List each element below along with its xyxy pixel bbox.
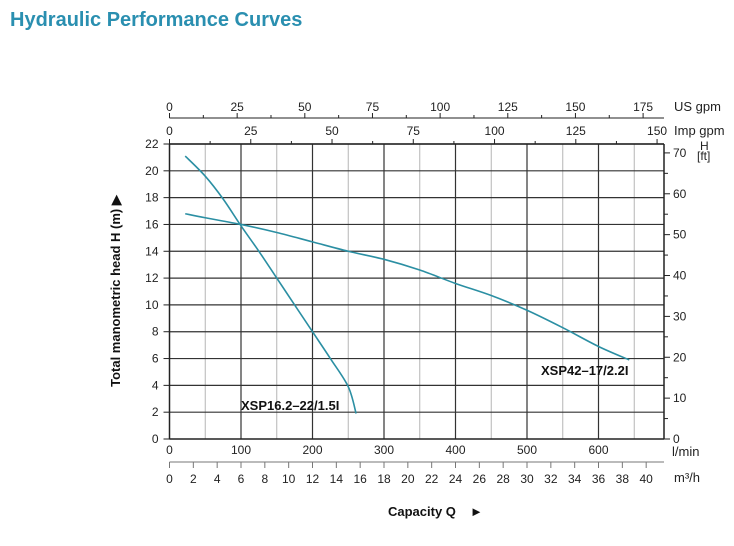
usgpm-tick-label: 150 [565,100,585,114]
y-tick-label: 12 [145,271,159,285]
curve-label-xsp16: XSP16.2–22/1.5I [241,398,339,413]
impgpm-tick-label: 100 [485,124,505,138]
x-axis-title: Capacity Q [388,504,456,519]
y-tick-label: 4 [152,378,159,392]
m3h-tick-label: 20 [401,472,415,486]
m3h-tick-label: 34 [568,472,582,486]
m3h-tick-label: 30 [520,472,534,486]
y-tick-label: 18 [145,191,159,205]
axes [163,113,670,468]
x-unit-label: l/min [672,444,699,459]
impgpm-tick-label: 125 [566,124,586,138]
m3h-tick-label: 18 [377,472,391,486]
usgpm-tick-label: 125 [498,100,518,114]
m3h-tick-label: 2 [190,472,197,486]
m3h-tick-label: 32 [544,472,558,486]
m3h-tick-label: 24 [449,472,463,486]
usgpm-tick-label: 100 [430,100,450,114]
x-tick-label: 0 [166,443,173,457]
ft-unit-label: [ft] [697,149,710,163]
impgpm-unit-label: Imp gpm [674,123,725,138]
curves [184,155,630,414]
m3h-tick-label: 38 [616,472,630,486]
usgpm-unit-label: US gpm [674,99,721,114]
x-tick-label: 100 [231,443,251,457]
ft-tick-label: 70 [673,146,687,160]
impgpm-tick-label: 150 [647,124,667,138]
m3h-tick-label: 12 [306,472,320,486]
x-tick-label: 200 [302,443,322,457]
m3h-tick-label: 8 [261,472,268,486]
y-tick-label: 10 [145,298,159,312]
m3h-tick-label: 22 [425,472,439,486]
y-tick-label: 14 [145,244,159,258]
m3h-tick-label: 6 [238,472,245,486]
m3h-tick-label: 16 [353,472,367,486]
curve-xsp16-2-22-1-5i [184,155,357,414]
usgpm-tick-label: 50 [298,100,312,114]
usgpm-tick-label: 75 [366,100,380,114]
ft-tick-label: 10 [673,391,687,405]
impgpm-tick-label: 75 [407,124,421,138]
curve-xsp42-17-2-2i [185,212,630,361]
m3h-tick-label: 14 [330,472,344,486]
grid [169,143,664,439]
m3h-tick-label: 40 [639,472,653,486]
ft-tick-label: 20 [673,350,687,364]
m3h-tick-label: 26 [473,472,487,486]
impgpm-tick-label: 25 [244,124,258,138]
ft-tick-label: 40 [673,269,687,283]
ft-unit-label: H [700,139,709,153]
x-tick-label: 500 [517,443,537,457]
curve-label-xsp42: XSP42–17/2.2I [541,363,628,378]
impgpm-tick-label: 0 [166,124,173,138]
m3h-tick-label: 36 [592,472,606,486]
m3h-tick-label: 0 [166,472,173,486]
impgpm-tick-label: 50 [325,124,339,138]
y-tick-label: 16 [145,217,159,231]
y-tick-label: 22 [145,137,159,151]
m3h-tick-label: 10 [282,472,296,486]
y-axis-title: Total manometric head H (m) ▶ [108,194,123,387]
m3h-unit-label: m³/h [674,470,700,485]
y-tick-label: 0 [152,432,159,446]
y-tick-label: 2 [152,405,159,419]
y-tick-label: 6 [152,352,159,366]
page-title: Hydraulic Performance Curves [10,9,303,31]
x-tick-label: 600 [588,443,608,457]
x-tick-label: 300 [374,443,394,457]
ft-tick-label: 60 [673,187,687,201]
ft-tick-label: 50 [673,228,687,242]
ft-tick-label: 30 [673,309,687,323]
ft-tick-label: 0 [673,432,680,446]
usgpm-tick-label: 175 [633,100,653,114]
usgpm-tick-label: 25 [230,100,244,114]
x-axis-arrow-icon: ► [470,504,483,519]
m3h-tick-label: 28 [496,472,510,486]
y-tick-label: 8 [152,325,159,339]
m3h-tick-label: 4 [214,472,221,486]
y-tick-label: 20 [145,164,159,178]
usgpm-tick-label: 0 [166,100,173,114]
x-tick-label: 400 [445,443,465,457]
